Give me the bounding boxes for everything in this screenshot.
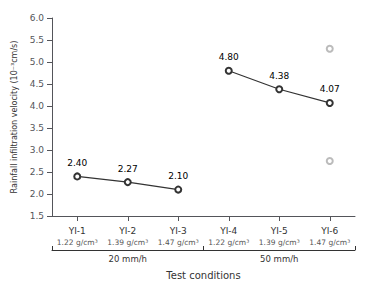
svg-text:YI-4: YI-4 [219, 226, 237, 236]
svg-text:2.0: 2.0 [30, 189, 45, 199]
svg-text:1.39 g/cm³: 1.39 g/cm³ [259, 238, 300, 247]
svg-text:5.0: 5.0 [30, 57, 45, 67]
svg-text:6.0: 6.0 [30, 13, 45, 23]
svg-text:50 mm/h: 50 mm/h [260, 254, 298, 264]
svg-text:5.5: 5.5 [30, 35, 44, 45]
svg-text:1.5: 1.5 [30, 211, 44, 221]
svg-text:1.47 g/cm³: 1.47 g/cm³ [309, 238, 350, 247]
svg-text:2.5: 2.5 [30, 167, 44, 177]
svg-text:YI-6: YI-6 [320, 226, 338, 236]
svg-text:1.47 g/cm³: 1.47 g/cm³ [158, 238, 199, 247]
svg-text:4.07: 4.07 [320, 84, 340, 94]
svg-text:YI-5: YI-5 [270, 226, 288, 236]
svg-text:4.5: 4.5 [30, 79, 44, 89]
svg-text:20 mm/h: 20 mm/h [109, 254, 147, 264]
svg-text:2.27: 2.27 [118, 164, 138, 174]
svg-text:3.5: 3.5 [30, 123, 44, 133]
svg-text:4.38: 4.38 [269, 71, 289, 81]
svg-text:2.10: 2.10 [168, 171, 188, 181]
svg-text:1.22 g/cm³: 1.22 g/cm³ [57, 238, 98, 247]
svg-text:YI-2: YI-2 [118, 226, 136, 236]
svg-text:1.22 g/cm³: 1.22 g/cm³ [208, 238, 249, 247]
svg-text:4.0: 4.0 [30, 101, 45, 111]
svg-text:3.0: 3.0 [30, 145, 45, 155]
svg-text:4.80: 4.80 [219, 52, 239, 62]
svg-text:YI-1: YI-1 [68, 226, 86, 236]
svg-text:2.40: 2.40 [67, 158, 87, 168]
svg-text:Rainfall infiltration velocity: Rainfall infiltration velocity (10⁻³cm/s… [10, 41, 19, 194]
svg-text:Test conditions: Test conditions [165, 270, 240, 281]
svg-text:1.39 g/cm³: 1.39 g/cm³ [107, 238, 148, 247]
svg-text:YI-3: YI-3 [169, 226, 187, 236]
